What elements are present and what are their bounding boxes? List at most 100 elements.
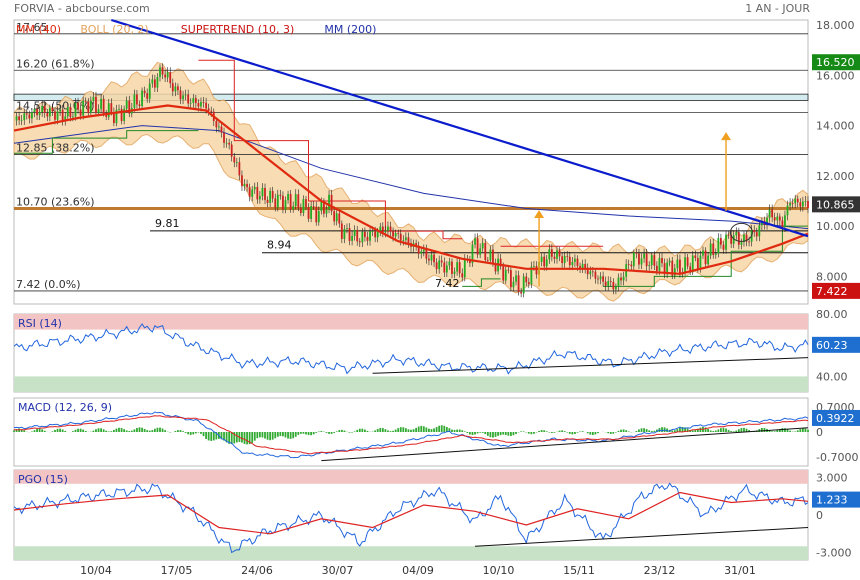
macd-histogram-bar: [530, 432, 533, 435]
breakout-arrow-head-1: [721, 132, 732, 141]
candle-body: [778, 216, 781, 221]
candle-body: [574, 258, 576, 262]
candle-body: [417, 245, 420, 254]
price-y-tick-0: 8.000: [816, 270, 848, 283]
fib-level-label-5: 7.42 (0.0%): [16, 278, 81, 291]
macd-histogram-bar: [361, 428, 364, 432]
candle-body: [123, 108, 126, 121]
candle-body: [553, 256, 556, 259]
candle-body: [366, 236, 369, 241]
macd-histogram-bar: [23, 430, 26, 432]
candle-body: [594, 271, 597, 279]
candle-body: [184, 94, 187, 96]
macd-histogram-bar: [801, 428, 804, 432]
macd-histogram-bar: [120, 428, 123, 432]
macd-histogram-bar: [430, 429, 433, 432]
macd-histogram-bar: [679, 427, 681, 432]
candle-body: [609, 281, 612, 282]
macd-histogram-bar: [481, 432, 484, 433]
macd-histogram-bar: [550, 432, 553, 433]
candle-body: [46, 113, 49, 117]
macd-histogram-bar: [36, 428, 38, 432]
candle-body: [463, 258, 466, 278]
candle-body: [251, 189, 254, 197]
macd-histogram-bar: [732, 431, 735, 432]
candle-body: [82, 100, 85, 116]
candle-body: [335, 213, 338, 222]
macd-histogram-bar: [41, 429, 44, 432]
macd-histogram-bar: [428, 428, 430, 432]
candle-body: [392, 231, 394, 237]
mm200-line: [13, 125, 809, 230]
macd-histogram-bar: [712, 431, 715, 432]
macd-histogram-bar: [568, 432, 571, 434]
candle-body: [576, 258, 579, 266]
macd-histogram-bar: [727, 429, 730, 432]
macd-histogram-bar: [235, 432, 238, 443]
candle-body: [591, 271, 594, 273]
x-axis-date-6: 15/11: [563, 564, 595, 577]
macd-histogram-bar: [745, 428, 748, 432]
macd-histogram-bar: [548, 432, 551, 433]
candle-body: [748, 241, 750, 243]
candle-body: [545, 259, 548, 267]
candle-body: [174, 86, 177, 92]
candle-body: [205, 102, 207, 109]
macd-histogram-bar: [448, 428, 451, 432]
macd-histogram-bar: [79, 428, 82, 432]
macd-histogram-bar: [502, 432, 505, 435]
candle-body: [617, 277, 620, 287]
candle-body: [376, 231, 379, 238]
macd-histogram-bar: [376, 428, 379, 432]
supertrend-segment-2: [462, 278, 501, 287]
price-y-tick-5: 18.000: [816, 19, 855, 32]
pgo-lower-band: [14, 546, 808, 560]
candle-body: [340, 223, 343, 239]
rsi-line: [13, 323, 809, 375]
macd-histogram-bar: [527, 432, 530, 434]
macd-histogram-bar: [97, 428, 100, 432]
candle-body: [630, 264, 633, 267]
candle-body: [72, 116, 74, 118]
macd-histogram-bar: [133, 429, 136, 432]
candle-body: [571, 261, 574, 266]
macd-histogram-bar: [151, 430, 154, 432]
macd-histogram-bar: [51, 431, 54, 432]
macd-histogram-bar: [484, 432, 487, 435]
macd-histogram-bar: [363, 429, 366, 432]
macd-histogram-bar: [20, 429, 23, 432]
macd-histogram-bar: [294, 432, 297, 437]
macd-histogram-bar: [586, 432, 589, 434]
macd-histogram-bar: [338, 430, 341, 432]
candle-body: [33, 108, 36, 113]
rsi-overbought-band: [14, 314, 808, 330]
macd-histogram-bar: [110, 431, 113, 432]
macd-histogram-bar: [138, 427, 141, 432]
candles: [15, 63, 809, 298]
macd-histogram-bar: [671, 430, 674, 432]
candle-body: [187, 94, 190, 104]
candle-body: [43, 105, 46, 114]
candle-body: [515, 275, 517, 282]
macd-histogram-bar: [435, 427, 438, 432]
candle-body: [107, 103, 110, 117]
macd-histogram-bar: [351, 432, 353, 433]
candle-body: [77, 102, 79, 110]
candle-body: [568, 256, 571, 266]
candle-body: [430, 254, 433, 261]
macd-histogram-bar: [743, 427, 745, 432]
candle-body: [461, 273, 464, 278]
macd-histogram-bar: [141, 427, 143, 432]
candle-body: [638, 253, 640, 265]
macd-histogram-bar: [343, 430, 346, 432]
macd-histogram-bar: [655, 429, 658, 432]
macd-histogram-bar: [784, 428, 786, 432]
candle-body: [566, 255, 569, 257]
candle-body: [725, 234, 727, 250]
macd-histogram-bar: [694, 430, 697, 432]
macd-histogram-bar: [264, 432, 266, 439]
macd-histogram-bar: [476, 432, 479, 434]
candle-body: [702, 250, 704, 256]
candle-body: [645, 253, 648, 267]
